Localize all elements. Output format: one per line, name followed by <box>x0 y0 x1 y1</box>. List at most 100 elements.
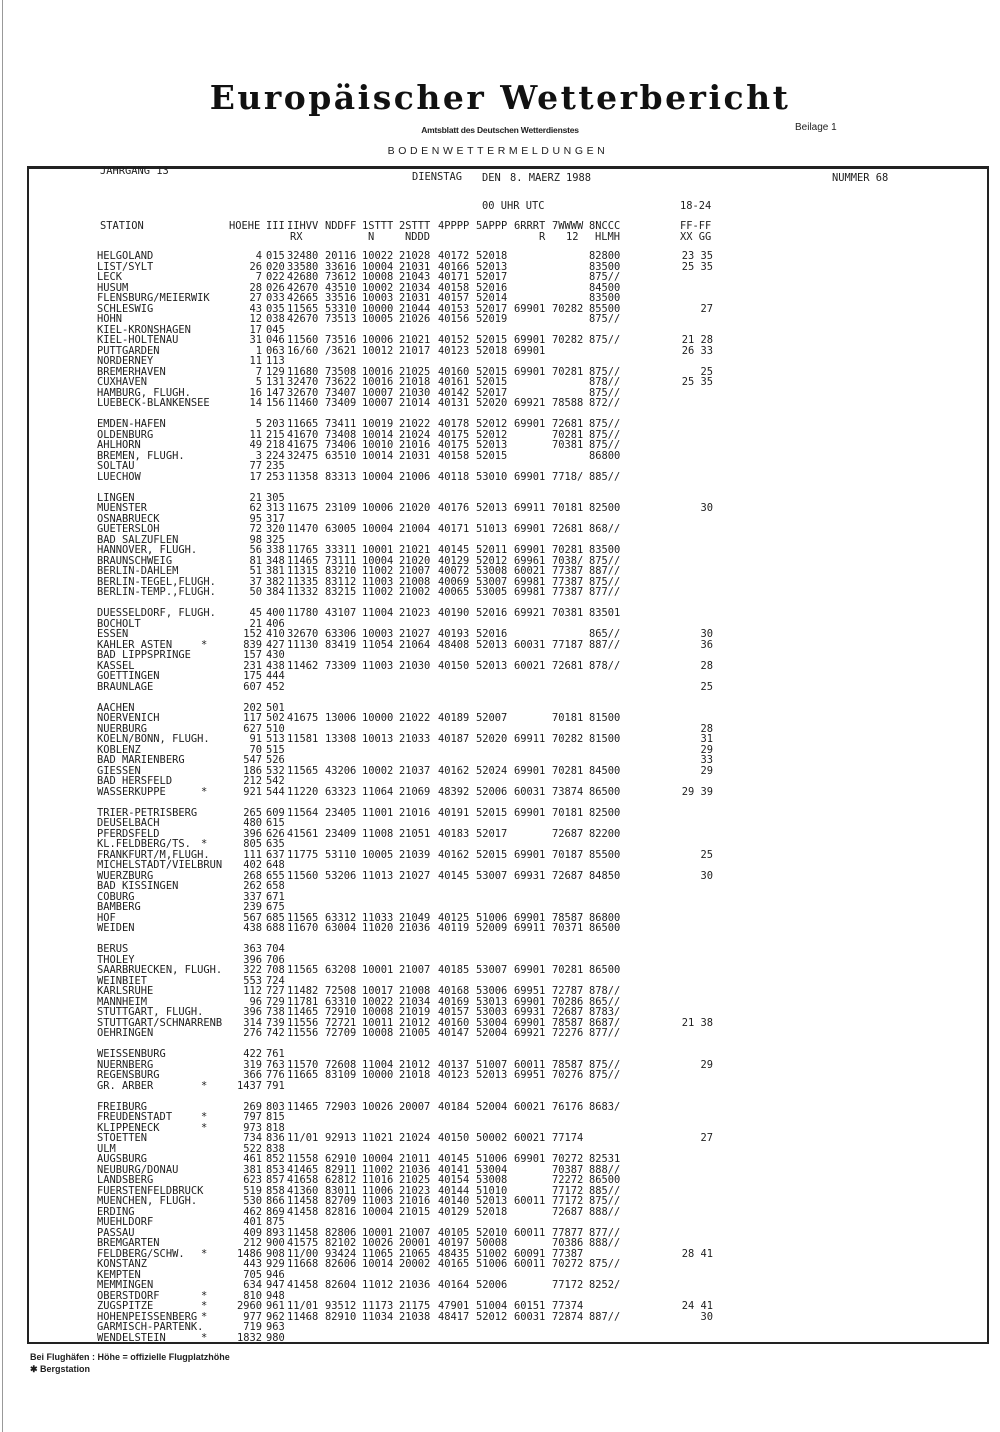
station-id: 838 <box>266 1142 285 1155</box>
station-height: 461 <box>243 1153 262 1165</box>
code-group: 52004 <box>476 1100 508 1113</box>
wind-gust: 30 <box>700 869 713 882</box>
code-group: 40129 <box>438 1205 470 1218</box>
station-name: ULM <box>97 1142 116 1155</box>
code-group: 83109 <box>325 1069 357 1081</box>
code-group: 51006 <box>476 1153 508 1165</box>
code-group: 878// <box>589 985 621 997</box>
code-group: 78587 <box>552 1058 584 1071</box>
code-group: 52018 <box>476 1205 508 1218</box>
code-group: 875// <box>589 386 621 399</box>
code-group: 40123 <box>438 1069 470 1081</box>
code-group: 21022 <box>399 418 431 430</box>
code-group: 83011 <box>325 1184 357 1197</box>
station-id: 671 <box>266 890 285 903</box>
station-name: STOETTEN <box>97 1132 148 1144</box>
code-group: 69901 <box>514 302 546 315</box>
station-height: 37 <box>249 575 262 588</box>
code-group: 23409 <box>325 827 357 840</box>
code-group: 83215 <box>325 586 357 598</box>
code-group: 83112 <box>325 575 357 588</box>
wind-gust: 21 28 <box>681 334 713 346</box>
code-group: 11670 <box>287 922 319 934</box>
mountain-station-marker: * <box>201 1289 208 1302</box>
code-group: 11665 <box>287 418 319 430</box>
code-group: 77374 <box>552 1300 584 1312</box>
station-id: 410 <box>266 628 285 640</box>
code-group: 53007 <box>476 964 508 976</box>
code-group: 10008 <box>362 1027 394 1039</box>
station-height: 7 <box>255 271 262 283</box>
code-group: 41670 <box>287 428 319 441</box>
station-id: 526 <box>266 754 285 766</box>
code-group: 40118 <box>438 470 470 483</box>
code-group: 63310 <box>325 995 357 1008</box>
code-group: 48417 <box>438 1310 470 1323</box>
code-group: 52013 <box>476 638 508 651</box>
station-height: 231 <box>243 659 262 672</box>
station-height: 276 <box>243 1027 262 1039</box>
code-group: 8252/ <box>589 1279 621 1291</box>
code-group: 11775 <box>287 848 319 861</box>
station-name: KAHLER ASTEN <box>97 638 173 651</box>
code-group: 70281 <box>552 544 584 556</box>
code-group: 53004 <box>476 1016 508 1029</box>
code-group: 21037 <box>399 764 431 777</box>
code-group: 77172 <box>552 1195 584 1207</box>
code-group: 10019 <box>362 418 394 430</box>
station-height: 157 <box>243 649 262 661</box>
code-group: 11565 <box>287 302 319 315</box>
station-name: HELGOLAND <box>97 250 154 262</box>
station-name: MICHELSTADT/VIELBRUN <box>97 859 223 871</box>
station-height: 634 <box>243 1279 262 1291</box>
column-subheader-12: 12 <box>566 231 579 243</box>
wind-gust: 29 39 <box>681 785 713 798</box>
station-id: 963 <box>266 1321 285 1333</box>
code-group: 41458 <box>287 1279 319 1291</box>
code-group: 21021 <box>399 544 431 556</box>
code-group: 72787 <box>552 985 584 997</box>
code-group: /3621 <box>325 344 357 357</box>
code-group: 40193 <box>438 628 470 640</box>
station-id: 908 <box>266 1247 285 1260</box>
code-group: 82911 <box>325 1163 357 1176</box>
mountain-station-marker: * <box>201 1111 208 1123</box>
station-height: 337 <box>243 890 262 903</box>
code-group: 10001 <box>362 544 394 556</box>
station-id: 658 <box>266 880 285 892</box>
code-group: 21005 <box>399 1027 431 1039</box>
code-group: 21069 <box>399 785 431 798</box>
wind-gust: 25 <box>700 680 713 693</box>
code-group: 53007 <box>476 869 508 882</box>
station-id: 852 <box>266 1153 285 1165</box>
code-group: 48408 <box>438 638 470 651</box>
code-group: 40175 <box>438 439 470 451</box>
code-group: 21030 <box>399 386 431 399</box>
code-group: 11458 <box>287 1226 319 1239</box>
code-group: 72687 <box>552 1006 584 1018</box>
column-subheader-wind: XX GG <box>680 231 712 243</box>
code-group: 69951 <box>514 985 546 997</box>
station-height: 112 <box>243 985 262 997</box>
station-name: THOLEY <box>97 953 135 966</box>
station-name: SCHLESWIG <box>97 302 154 315</box>
code-group: 10022 <box>362 250 394 262</box>
code-group: 50008 <box>476 1237 508 1249</box>
code-group: 11004 <box>362 607 394 619</box>
code-group: 82604 <box>325 1279 357 1291</box>
station-height: 27 <box>249 292 262 304</box>
code-group: 40150 <box>438 659 470 672</box>
column-header-wind: FF-FF <box>680 220 712 232</box>
station-name: HOHN <box>97 313 123 325</box>
station-id: 532 <box>266 764 285 777</box>
station-height: 839 <box>243 638 262 651</box>
code-group: 73516 <box>325 334 357 346</box>
code-group: 53013 <box>476 995 508 1008</box>
code-group: 875// <box>589 313 621 325</box>
wind-gust: 25 35 <box>681 376 713 388</box>
code-group: 70272 <box>552 1258 584 1270</box>
code-group: 11556 <box>287 1027 319 1039</box>
code-group: 69901 <box>514 334 546 346</box>
code-group: 63323 <box>325 785 357 798</box>
code-group: 40131 <box>438 397 470 409</box>
